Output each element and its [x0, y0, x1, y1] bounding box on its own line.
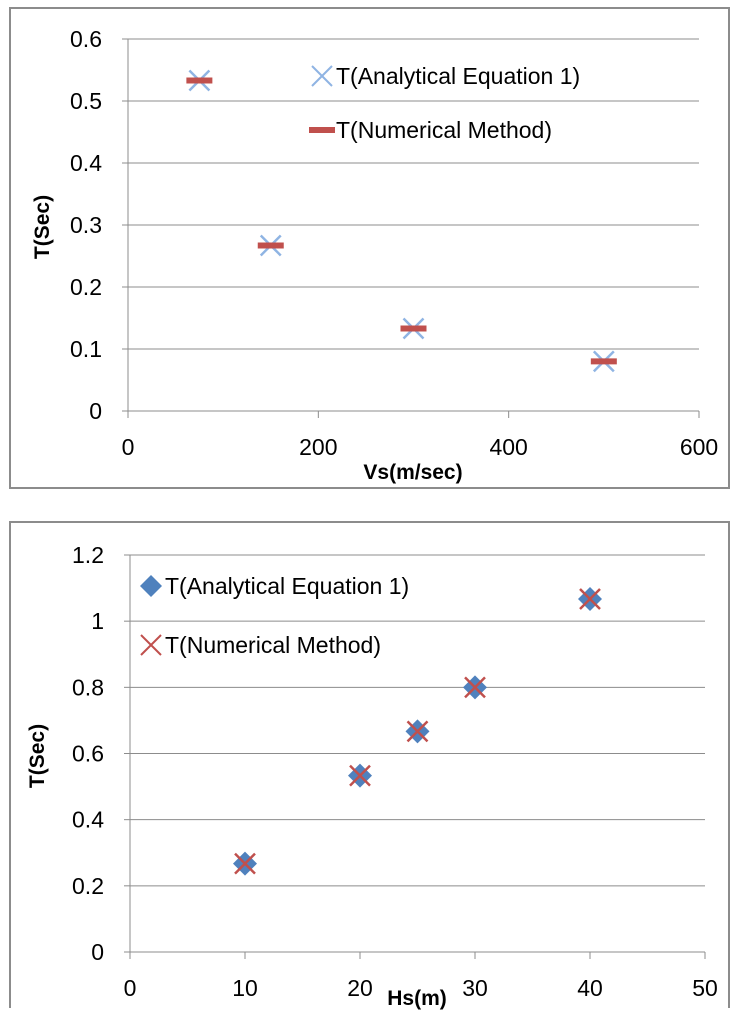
legend-label: T(Analytical Equation 1): [165, 573, 409, 599]
legend-label: T(Numerical Method): [336, 117, 552, 143]
y-tick-label: 0.2: [72, 873, 104, 899]
y-tick-label: 0.3: [70, 212, 102, 238]
legend: T(Analytical Equation 1) T(Numerical Meth…: [140, 573, 409, 658]
y-tick-label: 0.6: [70, 26, 102, 52]
legend-label: T(Numerical Method): [165, 632, 381, 658]
legend-marker-x: [140, 634, 162, 656]
y-tick-label: 0: [89, 398, 102, 424]
data-point-x: [464, 676, 486, 699]
legend-marker-diamond: [140, 575, 162, 597]
chart-panel-hs: 0 0.2 0.4 0.6 0.8 1 1.2 0 10 20 30 40 50 Hs(m) T(Sec) T…: [9, 521, 730, 1010]
data-point-x: [349, 764, 371, 787]
x-tick-label: 20: [347, 975, 373, 1001]
series-1: [186, 77, 617, 365]
x-tick-label: 30: [462, 975, 488, 1001]
y-tick-label: 0.4: [70, 150, 102, 176]
legend-marker-x-stroke-b: [311, 65, 333, 87]
y-axis-title: T(Sec): [31, 195, 54, 259]
y-tick-label: 0.8: [72, 674, 104, 700]
data-point-x: [579, 588, 601, 610]
x-tick-label: 0: [124, 975, 137, 1001]
x-axis-title: Vs(m/sec): [363, 461, 462, 484]
chart-hs-svg: 0 0.2 0.4 0.6 0.8 1 1.2 0 10 20 30 40 50 Hs(m) T(Sec) T…: [26, 542, 718, 1010]
data-point-x-stroke-b: [579, 588, 601, 610]
x-tick-label: 50: [692, 975, 718, 1001]
x-axis-title: Hs(m): [387, 987, 447, 1010]
y-tick-label: 0.5: [70, 88, 102, 114]
chart-vs-svg: 0 0.1 0.2 0.3 0.4 0.5 0.6 0 200 400 600 Vs(m/sec) T(…: [31, 26, 718, 484]
legend-label: T(Analytical Equation 1): [336, 63, 580, 89]
series-1: [234, 588, 601, 875]
y-tick-label: 0.6: [72, 741, 104, 767]
y-tick-label: 1.2: [72, 542, 104, 568]
x-tick-label: 600: [680, 434, 718, 460]
y-tick-label: 0: [91, 939, 104, 965]
data-point-x-stroke-b: [406, 720, 429, 743]
y-tick-label: 0.2: [70, 274, 102, 300]
legend-marker-x-stroke-b: [140, 634, 162, 656]
x-tick-label: 400: [489, 434, 527, 460]
x-tick-label: 0: [122, 434, 135, 460]
data-point-x-stroke-b: [464, 676, 486, 699]
x-tick-label: 10: [232, 975, 258, 1001]
data-point-x: [406, 720, 429, 743]
x-tick-label: 200: [299, 434, 337, 460]
y-tick-label: 0.4: [72, 807, 104, 833]
y-tick-label: 1: [91, 608, 104, 634]
y-axis-title: T(Sec): [26, 724, 49, 788]
legend-marker-x: [311, 65, 333, 87]
legend: T(Analytical Equation 1) T(Numerical Meth…: [309, 63, 580, 143]
data-point-x-stroke-b: [349, 764, 371, 787]
data-point-x: [234, 852, 256, 875]
chart-panel-vs: 0 0.1 0.2 0.3 0.4 0.5 0.6 0 200 400 600 Vs(m/sec) T(…: [9, 7, 730, 489]
x-tick-label: 40: [577, 975, 603, 1001]
data-point-x-stroke-b: [234, 852, 256, 875]
y-tick-label: 0.1: [70, 336, 102, 362]
